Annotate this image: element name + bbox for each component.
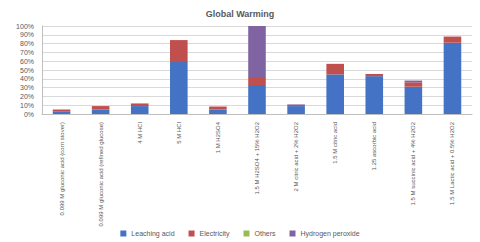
svg-text:1.25 ascorbic acid: 1.25 ascorbic acid (371, 122, 377, 170)
svg-text:10%: 10% (20, 102, 34, 109)
svg-text:0.099 M gluconic acid (refined: 0.099 M gluconic acid (refined glucose) (98, 122, 104, 226)
svg-text:Electricity: Electricity (200, 230, 230, 238)
svg-text:40%: 40% (20, 75, 34, 82)
svg-text:Global Warming: Global Warming (206, 9, 275, 19)
svg-text:100%: 100% (16, 23, 34, 30)
svg-text:1.5 M Lactic acid + 0.5% H2O2: 1.5 M Lactic acid + 0.5% H2O2 (449, 121, 455, 205)
svg-text:90%: 90% (20, 31, 34, 38)
svg-text:1.5 M succinic acid + 4% H2O2: 1.5 M succinic acid + 4% H2O2 (410, 121, 416, 205)
svg-text:20%: 20% (20, 93, 34, 100)
svg-text:80%: 80% (20, 40, 34, 47)
svg-text:0.099 M gluconic acid (corn st: 0.099 M gluconic acid (corn stover) (59, 122, 65, 215)
svg-text:1.5 M citric acid: 1.5 M citric acid (332, 122, 338, 164)
svg-text:4 M HCl: 4 M HCl (137, 122, 143, 144)
svg-text:Leaching acid: Leaching acid (131, 230, 174, 238)
svg-text:0%: 0% (24, 111, 34, 118)
svg-text:Hydrogen peroxide: Hydrogen peroxide (301, 230, 360, 238)
svg-text:Others: Others (254, 230, 276, 237)
svg-text:50%: 50% (20, 67, 34, 74)
svg-text:60%: 60% (20, 58, 34, 65)
svg-text:30%: 30% (20, 84, 34, 91)
svg-text:2 M citric acid + 2% H2O2: 2 M citric acid + 2% H2O2 (293, 121, 299, 191)
svg-text:1.5 M H2SO4 + 15% H2O2: 1.5 M H2SO4 + 15% H2O2 (254, 121, 260, 194)
svg-text:70%: 70% (20, 49, 34, 56)
svg-text:1 M H2SO4: 1 M H2SO4 (215, 121, 221, 153)
svg-text:5 M HCl: 5 M HCl (176, 122, 182, 144)
